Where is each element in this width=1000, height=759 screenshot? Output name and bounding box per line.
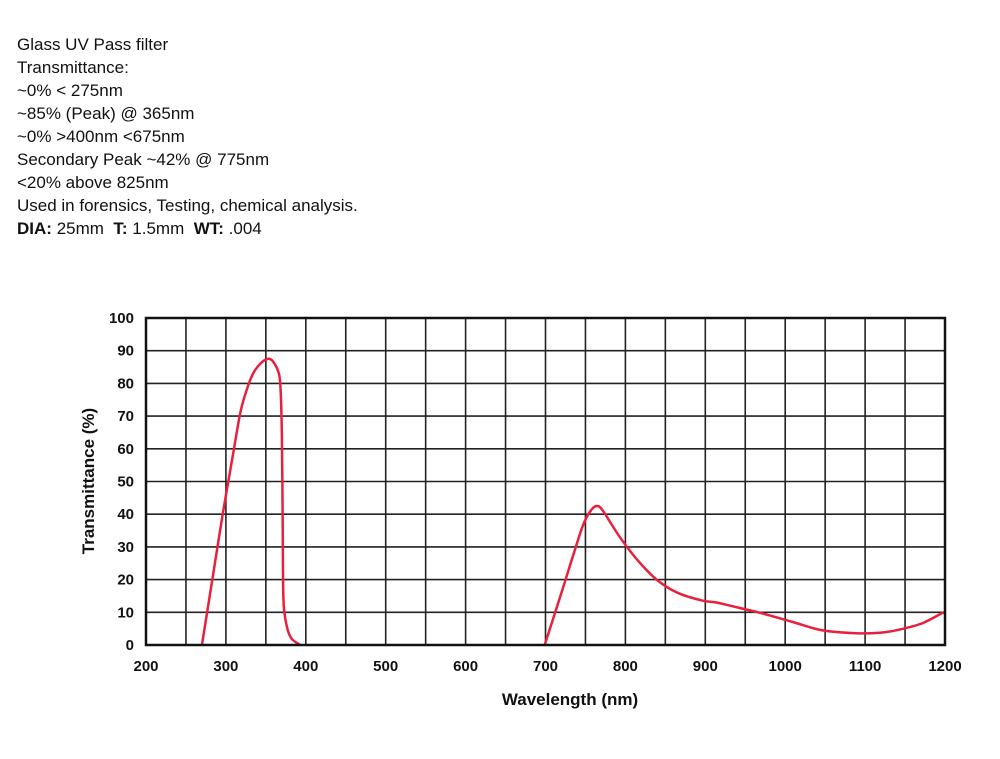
filter-description: Glass UV Pass filter Transmittance: ~0% … bbox=[17, 33, 358, 240]
desc-line: Used in forensics, Testing, chemical ana… bbox=[17, 196, 358, 215]
series-lines bbox=[200, 357, 946, 647]
wt-value: .004 bbox=[228, 219, 262, 238]
dia-label: DIA: bbox=[17, 219, 52, 238]
dia-value: 25mm bbox=[56, 219, 104, 238]
x-tick-label: 700 bbox=[533, 658, 558, 675]
y-tick-label: 30 bbox=[117, 539, 134, 556]
x-tick-label: 1000 bbox=[769, 658, 802, 675]
desc-line: Transmittance: bbox=[17, 58, 129, 77]
desc-line: ~0% >400nm <675nm bbox=[17, 127, 185, 146]
desc-line: <20% above 825nm bbox=[17, 173, 169, 192]
x-tick-label: 800 bbox=[613, 658, 638, 675]
x-tick-label: 600 bbox=[453, 658, 478, 675]
y-axis-label: Transmittance (%) bbox=[79, 408, 98, 554]
desc-line: Glass UV Pass filter bbox=[17, 35, 169, 54]
y-tick-label: 60 bbox=[117, 441, 134, 458]
transmittance-curve bbox=[200, 357, 301, 647]
specs-line: DIA: 25mm T: 1.5mm WT: .004 bbox=[17, 217, 358, 240]
transmittance-curve bbox=[543, 504, 946, 646]
wt-label: WT: bbox=[193, 219, 224, 238]
desc-line: ~0% < 275nm bbox=[17, 81, 123, 100]
plot-frame bbox=[144, 316, 947, 647]
y-tick-label: 80 bbox=[117, 375, 134, 392]
desc-line: ~85% (Peak) @ 365nm bbox=[17, 104, 195, 123]
y-tick-label: 100 bbox=[109, 310, 134, 327]
y-tick-label: 70 bbox=[117, 408, 134, 425]
desc-line: Secondary Peak ~42% @ 775nm bbox=[17, 150, 270, 169]
grid bbox=[146, 318, 945, 645]
tick-labels: 200 300 400 500 600 700 800 900 1000 1100 1200 0 10 2… bbox=[109, 310, 962, 675]
x-tick-label: 1200 bbox=[928, 658, 961, 675]
x-axis-label: Wavelength (nm) bbox=[502, 690, 638, 709]
x-tick-label: 900 bbox=[693, 658, 718, 675]
y-tick-label: 0 bbox=[126, 637, 134, 654]
y-tick-label: 10 bbox=[117, 604, 134, 621]
y-tick-label: 90 bbox=[117, 343, 134, 360]
x-tick-label: 400 bbox=[293, 658, 318, 675]
x-tick-label: 200 bbox=[133, 658, 158, 675]
x-tick-label: 1100 bbox=[849, 658, 882, 675]
x-tick-label: 300 bbox=[213, 658, 238, 675]
y-tick-label: 40 bbox=[117, 506, 134, 523]
y-tick-label: 50 bbox=[117, 474, 134, 491]
t-label: T: bbox=[113, 219, 128, 238]
x-tick-label: 500 bbox=[373, 658, 398, 675]
t-value: 1.5mm bbox=[132, 219, 185, 238]
y-tick-label: 20 bbox=[117, 572, 134, 589]
